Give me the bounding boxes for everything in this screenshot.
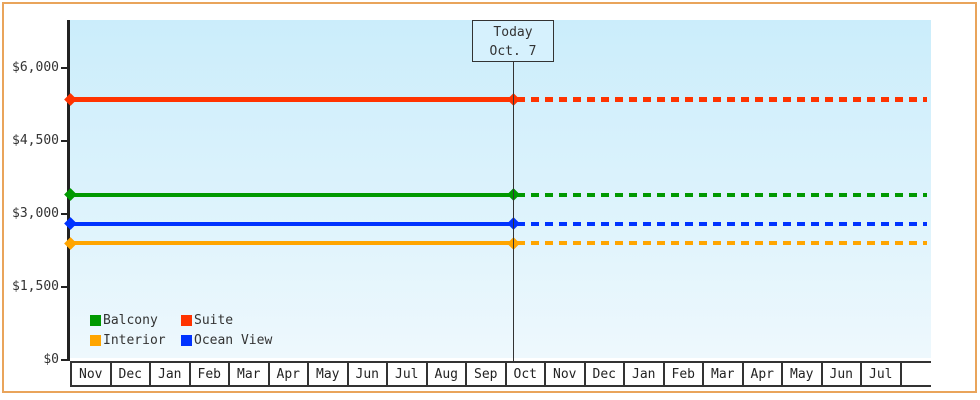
month-cell: Nov [72,363,112,385]
series-line-solid-interior [70,241,513,246]
legend-label: Suite [194,312,234,328]
month-cell: Jun [349,363,388,385]
today-vertical-line [513,62,514,361]
legend-label: Balcony [103,312,158,328]
month-cell: Dec [586,363,625,385]
y-tick [61,213,67,215]
legend-swatch [90,334,101,346]
month-cell: Jul [862,363,902,385]
month-cell: Jul [388,363,428,385]
month-cell: Sep [467,363,507,385]
month-cell: Dec [112,363,151,385]
legend: Balcony Suite Interior Ocean View [90,310,272,350]
month-cell: Mar [704,363,744,385]
plot-area [70,20,931,358]
month-cell: Mar [230,363,270,385]
y-tick [61,286,67,288]
y-tick [61,67,67,69]
month-cell: Feb [665,363,704,385]
series-line-dashed-ocean-view [517,221,927,226]
legend-label: Interior [103,332,166,348]
y-tick-label: $3,000 [12,206,59,221]
y-tick [61,359,67,361]
legend-swatch [181,314,192,326]
month-cell-empty [902,363,932,385]
legend-swatch [90,314,101,326]
month-cell: May [309,363,349,385]
today-label: Today [493,25,533,40]
y-tick-label: $6,000 [12,60,59,75]
series-line-solid-ocean-view [70,221,513,226]
legend-entry-balcony: Balcony [90,310,181,330]
y-tick-label: $0 [43,352,59,367]
y-tick-label: $1,500 [12,279,59,294]
month-cell: Jun [823,363,862,385]
chart-frame: $0 $1,500 $3,000 $4,500 $6,000 Today Oct. 7 … [2,2,977,393]
legend-swatch [181,334,192,346]
today-date-label: Oct. 7 [489,44,537,59]
month-cell: May [783,363,823,385]
y-tick [61,140,67,142]
month-cell: Oct [507,363,546,385]
legend-label: Ocean View [194,332,273,348]
series-line-dashed-interior [517,241,927,246]
legend-entry-suite: Suite [181,310,272,330]
series-line-solid-balcony [70,192,513,197]
month-cell: Aug [428,363,467,385]
today-annotation-box: Today Oct. 7 [472,20,554,62]
month-cell: Apr [744,363,783,385]
legend-entry-interior: Interior [90,330,181,350]
month-cell: Apr [270,363,309,385]
series-line-solid-suite [70,97,513,103]
series-line-dashed-balcony [517,192,927,197]
month-cell: Nov [546,363,586,385]
x-axis-month-row: Nov Dec Jan Feb Mar Apr May Jun Jul Aug Sep Oct Nov D… [70,361,931,387]
legend-entry-ocean-view: Ocean View [181,330,272,350]
series-line-dashed-suite [517,97,927,103]
month-cell: Jan [625,363,665,385]
month-cell: Feb [191,363,230,385]
month-cell: Jan [151,363,191,385]
y-tick-label: $4,500 [12,133,59,148]
